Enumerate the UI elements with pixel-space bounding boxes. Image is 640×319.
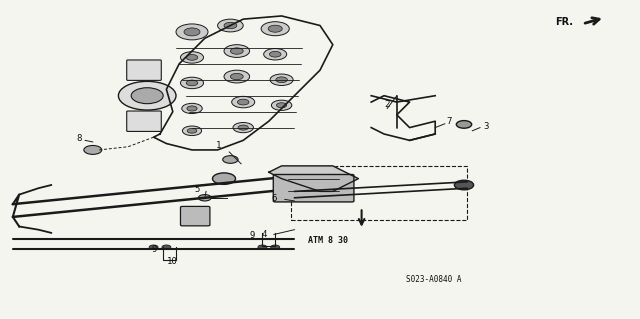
Circle shape [212, 173, 236, 184]
Text: ATM 8 30: ATM 8 30 [308, 236, 349, 245]
Circle shape [224, 45, 250, 57]
Circle shape [232, 96, 255, 108]
Circle shape [237, 99, 249, 105]
Circle shape [456, 121, 472, 128]
Circle shape [187, 106, 197, 111]
Circle shape [276, 103, 287, 108]
Circle shape [268, 25, 282, 32]
Circle shape [264, 48, 287, 60]
Circle shape [186, 80, 198, 86]
Circle shape [182, 103, 202, 114]
Circle shape [176, 24, 208, 40]
Text: 2: 2 [385, 100, 390, 109]
Circle shape [187, 128, 197, 133]
Circle shape [270, 74, 293, 85]
Circle shape [276, 77, 287, 83]
Circle shape [230, 48, 243, 54]
Circle shape [186, 55, 198, 60]
Text: S023-A0840 A: S023-A0840 A [406, 275, 462, 284]
Circle shape [180, 77, 204, 89]
Circle shape [238, 125, 248, 130]
Text: 4: 4 [262, 230, 267, 239]
Circle shape [131, 88, 163, 104]
FancyBboxPatch shape [127, 111, 161, 131]
Circle shape [269, 51, 281, 57]
Text: 9: 9 [152, 245, 157, 254]
Circle shape [233, 122, 253, 133]
Circle shape [454, 180, 474, 190]
Polygon shape [269, 166, 358, 191]
Circle shape [224, 22, 237, 29]
Text: 10: 10 [167, 257, 178, 266]
Circle shape [271, 245, 280, 249]
Text: 9: 9 [250, 231, 255, 240]
Circle shape [182, 126, 202, 136]
Bar [291, 166, 467, 220]
Text: 5: 5 [195, 185, 200, 194]
Text: 8: 8 [76, 134, 81, 143]
Circle shape [198, 195, 211, 201]
Text: 7: 7 [447, 117, 452, 126]
Circle shape [180, 52, 204, 63]
Circle shape [258, 245, 267, 249]
Circle shape [271, 100, 292, 110]
Circle shape [223, 156, 238, 163]
Text: 6: 6 [271, 194, 276, 203]
Circle shape [118, 81, 176, 110]
Circle shape [218, 19, 243, 32]
Circle shape [184, 28, 200, 36]
Circle shape [84, 145, 102, 154]
Circle shape [149, 245, 158, 249]
Circle shape [162, 245, 171, 249]
FancyBboxPatch shape [127, 60, 161, 80]
Text: 1: 1 [216, 141, 221, 150]
Text: 3: 3 [483, 122, 488, 130]
Circle shape [230, 73, 243, 80]
FancyBboxPatch shape [273, 174, 354, 202]
FancyBboxPatch shape [180, 206, 210, 226]
Text: FR.: FR. [555, 17, 573, 27]
Circle shape [224, 70, 250, 83]
Circle shape [261, 22, 289, 36]
